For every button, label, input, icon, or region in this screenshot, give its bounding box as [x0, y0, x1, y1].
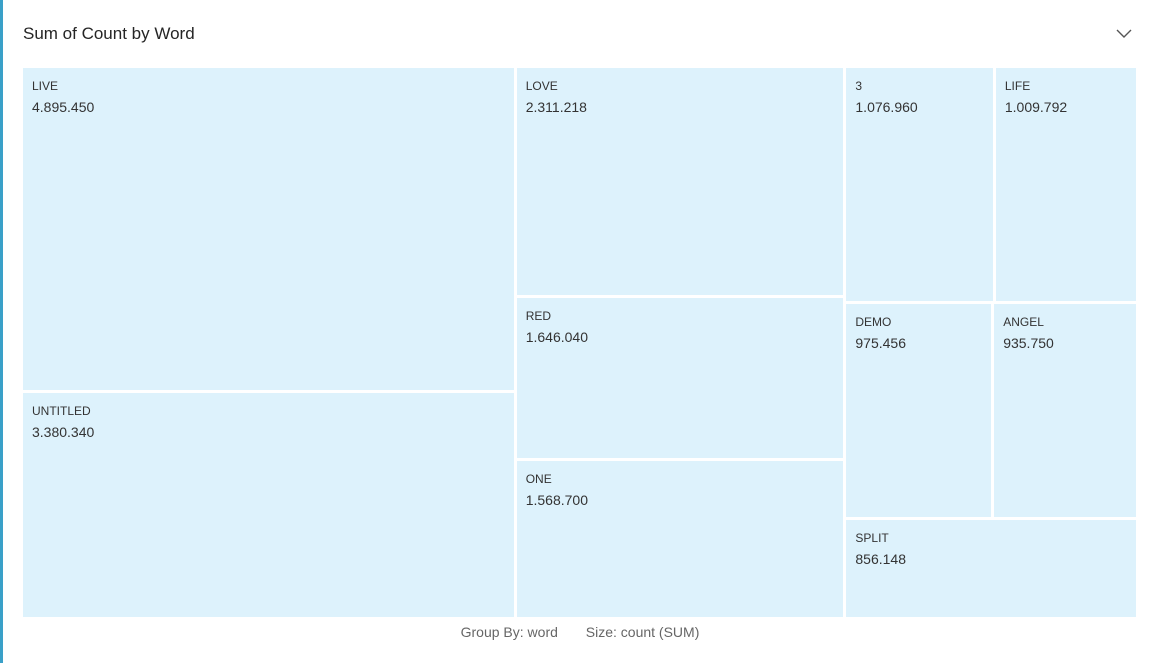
treemap-tile-angel[interactable]: ANGEL 935.750 — [994, 304, 1136, 518]
tile-label: SPLIT — [855, 531, 889, 546]
treemap-tile-love[interactable]: LOVE 2.311.218 — [516, 68, 844, 295]
tile-label: LIVE — [32, 79, 59, 93]
tile-value: 1.568.700 — [525, 492, 589, 509]
treemap-tile-one[interactable]: ONE 1.568.700 — [516, 461, 844, 617]
treemap-tile-red[interactable]: RED 1.646.040 — [516, 297, 844, 459]
tile-label: UNTITLED — [32, 403, 91, 418]
treemap-tile-demo[interactable]: DEMO 975.456 — [846, 304, 992, 518]
tile-label: LOVE — [525, 79, 558, 93]
tile-label: LIFE — [1004, 79, 1031, 93]
treemap-tile-untitled[interactable]: UNTITLED 3.380.340 — [23, 392, 514, 617]
treemap-tile-split[interactable]: SPLIT 856.148 — [846, 520, 1136, 617]
tile-value: 2.311.218 — [525, 99, 587, 115]
tile-value: 856.148 — [855, 551, 906, 568]
tile-value: 1.646.040 — [525, 328, 589, 345]
treemap-chart: LIVE 4.895.450 UNTITLED 3.380.340 LOVE 2.311.… — [23, 68, 1136, 617]
treemap-tile-3[interactable]: 3 1.076.960 — [846, 68, 993, 301]
tile-label: 3 — [855, 79, 863, 93]
tile-label: ANGEL — [1003, 315, 1044, 329]
treemap-tile-life[interactable]: LIFE 1.009.792 — [995, 68, 1136, 301]
panel-accent-bar — [0, 0, 3, 663]
tile-value: 1.076.960 — [855, 99, 918, 115]
tile-label: DEMO — [855, 315, 892, 329]
chart-footer: Group By: word Size: count (SUM) — [3, 624, 1157, 640]
tile-value: 935.750 — [1003, 335, 1054, 351]
tile-value: 1.009.792 — [1004, 99, 1068, 115]
tile-value: 3.380.340 — [32, 423, 95, 440]
tile-label: ONE — [525, 472, 552, 487]
tile-label: RED — [525, 308, 552, 323]
chevron-down-icon[interactable] — [1115, 24, 1133, 42]
size-label: Size: count (SUM) — [585, 624, 700, 640]
chart-title: Sum of Count by Word — [23, 24, 195, 43]
treemap-tile-live[interactable]: LIVE 4.895.450 — [23, 68, 514, 390]
treemap-panel: Sum of Count by Word LIVE 4.895.450 UNTITL… — [3, 0, 1157, 663]
tile-value: 975.456 — [855, 335, 906, 351]
tile-value: 4.895.450 — [32, 99, 95, 115]
group-by-label: Group By: word — [460, 624, 558, 640]
